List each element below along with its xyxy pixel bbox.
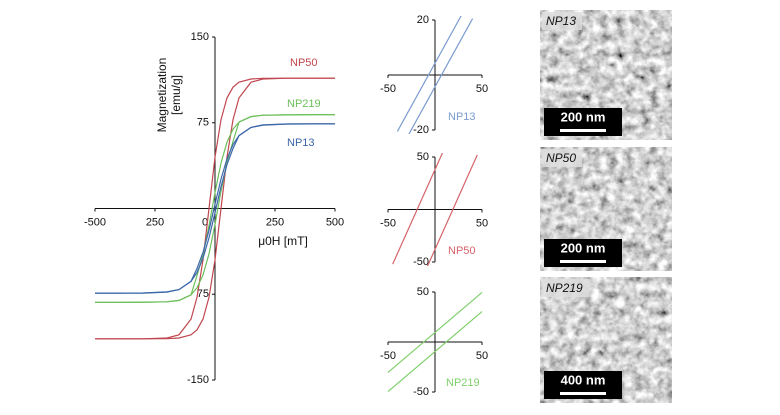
hysteresis-branch <box>426 154 478 266</box>
series-label: NP50 <box>448 245 476 257</box>
scale-bar <box>560 260 606 263</box>
curves <box>396 16 474 134</box>
hysteresis-branch <box>95 77 335 340</box>
sem-image: NP13 200 nm <box>540 10 672 140</box>
y-tick-label: -20 <box>413 124 429 136</box>
y-tick-label: 50 <box>417 151 429 163</box>
series-label: NP13 <box>287 137 315 149</box>
hysteresis-branch <box>95 123 335 294</box>
plot: -50 50 50 -50 NP219 <box>380 286 488 398</box>
hysteresis-branch <box>387 291 483 373</box>
y-tick-label: -50 <box>413 256 429 268</box>
image-label: NP50 <box>546 151 576 165</box>
curves <box>387 291 483 393</box>
y-tick-label: 75 <box>197 117 209 129</box>
label-bg <box>542 279 590 297</box>
x-tick-label: 50 <box>476 350 488 362</box>
hysteresis-branch <box>408 18 474 134</box>
y-axis-label: Magnetization <box>155 58 169 133</box>
y-axis-label: [emu/g] <box>169 75 183 115</box>
series-label: NP219 <box>446 377 480 389</box>
y-tick-label: 150 <box>191 31 209 43</box>
image-label: NP13 <box>546 14 576 28</box>
label-bg <box>542 149 582 167</box>
x-tick-label: 50 <box>476 217 488 229</box>
image-label: NP219 <box>546 281 583 295</box>
series-label: NP219 <box>287 98 321 110</box>
y-tick-label: 50 <box>417 286 429 298</box>
series-label: NP50 <box>290 57 318 69</box>
scale-text: 200 nm <box>561 240 606 255</box>
plot: -50 50 20 -20 NP13 <box>380 14 488 136</box>
y-tick-label: 75 <box>197 288 209 300</box>
hysteresis-branch <box>396 16 462 132</box>
hysteresis-branch <box>392 153 444 265</box>
hysteresis-branch <box>95 114 335 303</box>
y-tick-label: -50 <box>413 386 429 398</box>
x-tick-label: 250 <box>146 216 164 228</box>
hysteresis-branch <box>387 311 483 393</box>
label-bg <box>542 12 582 30</box>
series-label: NP13 <box>448 111 476 123</box>
x-tick-label: 500 <box>326 216 344 228</box>
plot: -50 50 50 -50 NP50 <box>380 151 488 268</box>
x-tick-label: 50 <box>476 83 488 95</box>
sem-image: NP50 200 nm <box>540 147 672 271</box>
scale-bar <box>560 129 606 132</box>
x-tick-label: -50 <box>380 350 396 362</box>
x-tick-label: -50 <box>380 83 396 95</box>
sem-image: NP219 400 nm <box>540 277 672 403</box>
x-tick-label: 250 <box>266 216 284 228</box>
scale-bar <box>560 392 606 395</box>
y-tick-label: -150 <box>187 374 209 386</box>
curves <box>95 77 335 340</box>
x-tick-label: -500 <box>84 216 106 228</box>
plot: -500 250 0 250 500 150 75 75 -150 NP50 NP219 NP13 μ0… <box>84 31 344 386</box>
x-tick-label: -50 <box>380 217 396 229</box>
x-tick-label: 0 <box>202 216 208 228</box>
scale-text: 400 nm <box>561 372 606 387</box>
hysteresis-branch <box>95 77 335 340</box>
x-axis-label: μ0H [mT] <box>258 234 308 248</box>
curves <box>392 153 478 266</box>
y-tick-label: 20 <box>417 14 429 26</box>
scale-text: 200 nm <box>561 109 606 124</box>
